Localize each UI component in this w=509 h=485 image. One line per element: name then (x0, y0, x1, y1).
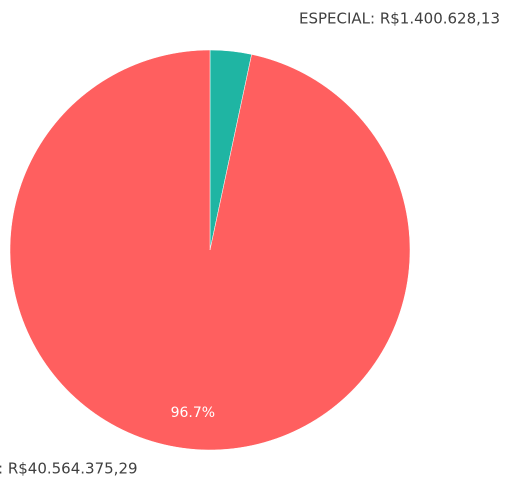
slice-label: : R$40.564.375,29 (0, 460, 138, 478)
slice-label: ESPECIAL: R$1.400.628,13 (299, 10, 500, 28)
pie-slice (9, 49, 411, 451)
percent-label: 96.7% (171, 405, 215, 421)
